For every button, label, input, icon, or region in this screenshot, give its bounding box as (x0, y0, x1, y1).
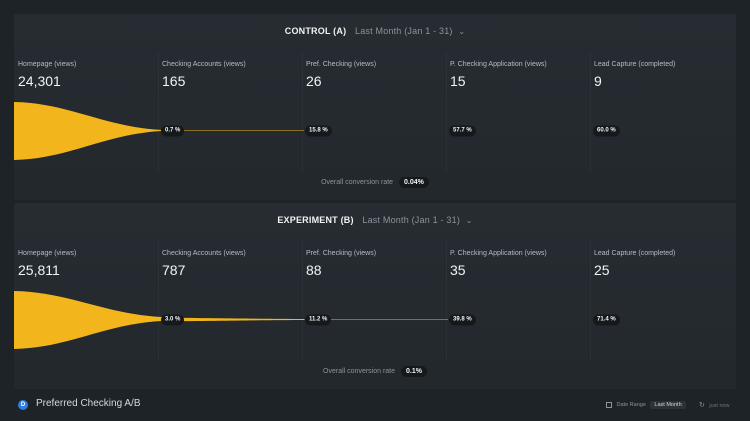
overall-value-badge: 0.04% (399, 177, 429, 188)
conversion-rate-badge: 11.2 % (305, 314, 332, 326)
step-value: 165 (162, 73, 186, 89)
step-label: Pref. Checking (views) (306, 61, 377, 68)
funnel-step: Pref. Checking (views) 88 (302, 241, 447, 361)
step-value: 25,811 (18, 262, 60, 278)
dashboard-title: Preferred Checking A/B (36, 398, 141, 409)
funnel-step: Checking Accounts (views) 165 (158, 52, 303, 172)
conversion-rate-badge: 15.8 % (305, 125, 332, 137)
chevron-down-icon[interactable]: ⌄ (458, 27, 466, 36)
funnel-shape (14, 291, 162, 349)
step-label: Homepage (views) (18, 61, 77, 68)
step-value: 9 (594, 73, 602, 89)
control-panel: CONTROL (A) Last Month (Jan 1 - 31) ⌄ Ho… (14, 14, 736, 200)
dashboard-footer: D Preferred Checking A/B Date Range Last… (0, 393, 750, 421)
step-label: Lead Capture (completed) (594, 250, 676, 257)
date-range-selector[interactable]: Last Month (Jan 1 - 31) (354, 26, 453, 36)
conversion-rate-badge: 60.0 % (593, 125, 620, 137)
step-value: 15 (450, 73, 466, 89)
panel-header[interactable]: EXPERIMENT (B) Last Month (Jan 1 - 31) ⌄ (14, 215, 736, 225)
last-updated[interactable]: ↻ just now (699, 401, 730, 411)
funnel-step: P. Checking Application (views) 35 (446, 241, 591, 361)
step-label: P. Checking Application (views) (450, 250, 547, 257)
chevron-down-icon[interactable]: ⌄ (465, 216, 473, 225)
overall-conversion: Overall conversion rate 0.04% (14, 177, 736, 188)
conversion-rate-badge: 71.4 % (593, 314, 620, 326)
experiment-panel: EXPERIMENT (B) Last Month (Jan 1 - 31) ⌄… (14, 203, 736, 389)
date-range-selector[interactable]: Last Month (Jan 1 - 31) (362, 215, 461, 225)
step-label: Homepage (views) (18, 250, 77, 257)
overall-conversion: Overall conversion rate 0.1% (14, 366, 736, 377)
funnel-step: Homepage (views) 25,811 (14, 241, 159, 361)
funnel-chart (14, 102, 304, 160)
updated-text: just now (709, 403, 730, 409)
date-range-filter[interactable]: Date Range Last Month (606, 401, 686, 410)
app-logo-icon: D (18, 400, 28, 410)
panel-header[interactable]: CONTROL (A) Last Month (Jan 1 - 31) ⌄ (14, 26, 736, 36)
step-label: Pref. Checking (views) (306, 250, 377, 257)
step-value: 26 (306, 73, 322, 89)
step-value: 25 (594, 262, 610, 278)
funnel-step: Checking Accounts (views) 787 (158, 241, 303, 361)
panel-title: CONTROL (A) (284, 26, 347, 36)
step-value: 35 (450, 262, 466, 278)
conversion-rate-badge: 3.0 % (161, 314, 185, 326)
step-label: Lead Capture (completed) (594, 61, 676, 68)
overall-label: Overall conversion rate (323, 368, 396, 375)
conversion-rate-badge: 39.8 % (449, 314, 476, 326)
funnel-shape (162, 317, 304, 322)
conversion-rate-badge: 57.7 % (449, 125, 476, 137)
calendar-icon (606, 401, 612, 408)
refresh-icon[interactable]: ↻ (699, 402, 705, 409)
funnel-step: P. Checking Application (views) 15 (446, 52, 591, 172)
funnel-step: Homepage (views) 24,301 (14, 52, 159, 172)
funnel-shape (14, 102, 162, 160)
date-range-value[interactable]: Last Month (650, 401, 686, 409)
funnel-step: Pref. Checking (views) 26 (302, 52, 447, 172)
panel-title: EXPERIMENT (B) (277, 215, 354, 225)
funnel-step: Lead Capture (completed) 25 (590, 241, 734, 361)
step-label: Checking Accounts (views) (162, 250, 246, 257)
step-value: 24,301 (18, 73, 61, 89)
date-range-label: Date Range (616, 402, 646, 408)
step-label: P. Checking Application (views) (450, 61, 547, 68)
step-value: 787 (162, 262, 186, 278)
step-label: Checking Accounts (views) (162, 61, 246, 68)
overall-value-badge: 0.1% (400, 366, 427, 377)
step-value: 88 (306, 262, 322, 278)
funnel-step: Lead Capture (completed) 9 (590, 52, 734, 172)
overall-label: Overall conversion rate (321, 179, 394, 186)
conversion-rate-badge: 0.7 % (161, 125, 185, 137)
